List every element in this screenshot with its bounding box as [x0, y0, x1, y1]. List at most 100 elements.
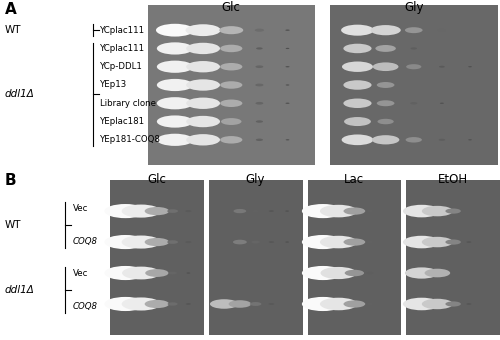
Circle shape — [403, 205, 440, 217]
Circle shape — [286, 48, 290, 49]
Circle shape — [157, 79, 193, 91]
Text: Vec: Vec — [72, 204, 88, 213]
Circle shape — [157, 134, 193, 146]
Circle shape — [372, 62, 398, 71]
Circle shape — [376, 45, 396, 52]
Circle shape — [256, 47, 262, 50]
Circle shape — [269, 210, 274, 212]
Circle shape — [186, 116, 220, 127]
Circle shape — [286, 84, 290, 86]
Circle shape — [302, 204, 344, 218]
Circle shape — [221, 118, 242, 125]
Bar — [110, 180, 204, 335]
Circle shape — [268, 241, 274, 243]
Circle shape — [219, 26, 243, 34]
Circle shape — [302, 297, 344, 311]
Circle shape — [405, 27, 422, 33]
Circle shape — [256, 102, 264, 105]
Circle shape — [122, 267, 160, 279]
Circle shape — [342, 135, 374, 145]
Circle shape — [186, 241, 192, 243]
Circle shape — [168, 272, 177, 274]
Circle shape — [220, 136, 242, 143]
Text: YEplac181: YEplac181 — [100, 117, 145, 126]
Bar — [330, 5, 498, 165]
Circle shape — [220, 63, 242, 70]
Circle shape — [144, 238, 169, 246]
Circle shape — [446, 239, 461, 245]
Circle shape — [403, 236, 440, 248]
Circle shape — [320, 205, 358, 217]
Circle shape — [256, 120, 263, 123]
Circle shape — [377, 82, 394, 88]
Text: YEp13: YEp13 — [100, 81, 127, 89]
Bar — [308, 180, 401, 335]
Circle shape — [268, 303, 274, 305]
Circle shape — [186, 43, 220, 54]
Circle shape — [422, 299, 453, 309]
Circle shape — [186, 79, 220, 91]
Circle shape — [438, 29, 446, 32]
Circle shape — [210, 299, 238, 309]
Circle shape — [466, 303, 471, 305]
Circle shape — [104, 266, 146, 280]
Circle shape — [468, 66, 472, 67]
Text: Library clone: Library clone — [100, 99, 156, 108]
Bar — [406, 180, 500, 335]
Circle shape — [122, 298, 160, 310]
Circle shape — [168, 302, 177, 306]
Circle shape — [440, 103, 444, 104]
Circle shape — [186, 61, 220, 72]
Text: ddl1Δ: ddl1Δ — [5, 89, 35, 99]
Circle shape — [167, 209, 178, 213]
Circle shape — [344, 117, 371, 126]
Circle shape — [366, 241, 374, 243]
Text: YEp181-COQ8: YEp181-COQ8 — [100, 135, 161, 144]
Circle shape — [285, 241, 289, 243]
Circle shape — [403, 298, 440, 310]
Circle shape — [344, 99, 371, 108]
Text: Gly: Gly — [246, 172, 266, 186]
Circle shape — [438, 139, 445, 141]
Circle shape — [302, 266, 344, 280]
Circle shape — [254, 29, 264, 32]
Circle shape — [256, 139, 263, 141]
Circle shape — [344, 44, 371, 53]
Circle shape — [122, 205, 160, 218]
Circle shape — [372, 135, 400, 144]
Circle shape — [344, 238, 365, 246]
Text: COQ8: COQ8 — [72, 237, 98, 246]
Circle shape — [144, 207, 169, 215]
Circle shape — [320, 298, 358, 310]
Circle shape — [157, 42, 193, 54]
Circle shape — [252, 241, 260, 243]
Circle shape — [410, 102, 418, 104]
Circle shape — [366, 210, 374, 212]
Circle shape — [186, 98, 220, 109]
Circle shape — [145, 269, 169, 277]
Circle shape — [156, 24, 194, 37]
Circle shape — [320, 236, 358, 248]
Circle shape — [406, 64, 421, 69]
Circle shape — [220, 100, 242, 107]
Circle shape — [446, 301, 461, 307]
Circle shape — [366, 303, 374, 305]
Circle shape — [234, 209, 246, 213]
Circle shape — [344, 80, 371, 90]
Circle shape — [466, 241, 471, 243]
Circle shape — [378, 119, 394, 124]
Bar — [148, 5, 315, 165]
Text: WT: WT — [5, 220, 21, 230]
Circle shape — [186, 24, 220, 36]
Text: Lac: Lac — [344, 172, 364, 186]
Circle shape — [468, 139, 472, 140]
Text: EtOH: EtOH — [438, 172, 468, 186]
Text: Glc: Glc — [148, 172, 167, 186]
Circle shape — [405, 267, 438, 279]
Circle shape — [220, 45, 242, 52]
Text: A: A — [5, 2, 17, 17]
Circle shape — [424, 269, 450, 277]
Circle shape — [157, 116, 193, 128]
Circle shape — [122, 236, 160, 249]
Circle shape — [286, 103, 290, 104]
